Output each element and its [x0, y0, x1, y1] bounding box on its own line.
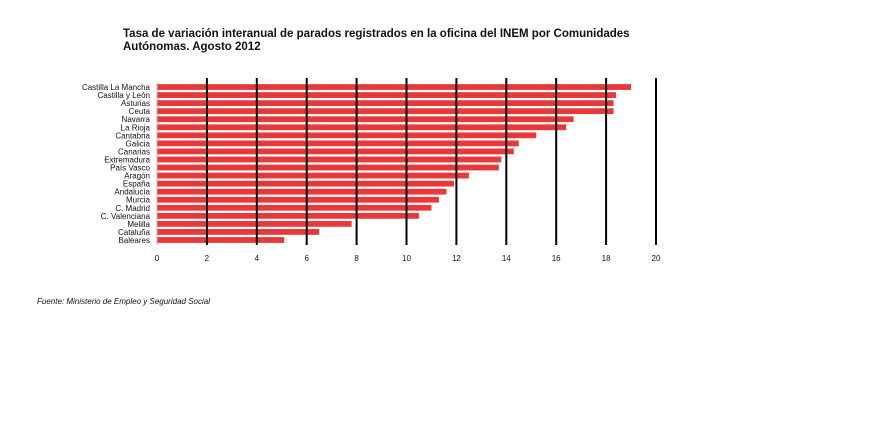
- bar: [157, 229, 320, 235]
- category-label: Aragón: [124, 172, 150, 181]
- bar: [157, 188, 447, 195]
- x-tick-label: 12: [452, 254, 461, 263]
- category-label: Murcia: [126, 196, 151, 205]
- bar: [157, 132, 537, 139]
- category-label: Castilla La Mancha: [82, 83, 151, 92]
- category-label: Cantabria: [115, 131, 150, 140]
- bar: [157, 140, 519, 147]
- category-label: Navarra: [122, 115, 151, 124]
- bar: [157, 148, 514, 155]
- chart-title: Tasa de variación interanual de parados …: [123, 28, 683, 54]
- x-tick-label: 2: [205, 254, 210, 263]
- chart-title-line-2: Autónomas. Agosto 2012: [123, 41, 261, 53]
- category-label: Melilla: [127, 220, 150, 229]
- bar: [157, 84, 632, 90]
- category-label: Andalucía: [114, 188, 150, 197]
- bar: [157, 108, 614, 115]
- bar: [157, 116, 574, 123]
- category-label: País Vasco: [110, 164, 150, 173]
- x-tick-label: 16: [552, 254, 561, 263]
- category-label: Baleares: [118, 236, 150, 245]
- bar: [157, 172, 469, 179]
- bar: [157, 124, 567, 131]
- category-label: Canarias: [118, 147, 150, 156]
- bar: [157, 164, 499, 171]
- bar: [157, 92, 617, 98]
- category-label: Galicia: [126, 139, 151, 148]
- x-tick-label: 8: [354, 254, 359, 263]
- category-label: Cataluña: [118, 228, 151, 237]
- bar: [157, 196, 439, 203]
- x-tick-label: 4: [255, 254, 260, 263]
- category-label: C. Valenciana: [101, 212, 151, 221]
- category-label: España: [123, 180, 151, 189]
- bar: [157, 204, 432, 211]
- bar: [157, 100, 614, 107]
- source-note: Fuente: Ministerio de Empleo y Seguridad…: [37, 297, 210, 306]
- x-tick-label: 14: [502, 254, 511, 263]
- category-label: La Rioja: [121, 123, 151, 132]
- category-label: Extremadura: [104, 155, 150, 164]
- chart-title-line-1: Tasa de variación interanual de parados …: [123, 28, 630, 40]
- category-label: Castilla y León: [98, 91, 150, 100]
- bar: [157, 237, 285, 243]
- x-tick-label: 18: [602, 254, 611, 263]
- x-tick-label: 0: [155, 254, 160, 263]
- x-tick-label: 10: [402, 254, 411, 263]
- bar: [157, 212, 419, 219]
- x-tick-label: 6: [304, 254, 309, 263]
- category-label: C. Madrid: [115, 204, 150, 213]
- bar: [157, 180, 454, 187]
- category-label: Ceuta: [129, 107, 151, 116]
- bar: [157, 220, 352, 227]
- category-label: Asturias: [121, 99, 150, 108]
- bar: [157, 156, 502, 163]
- x-tick-label: 20: [652, 254, 661, 263]
